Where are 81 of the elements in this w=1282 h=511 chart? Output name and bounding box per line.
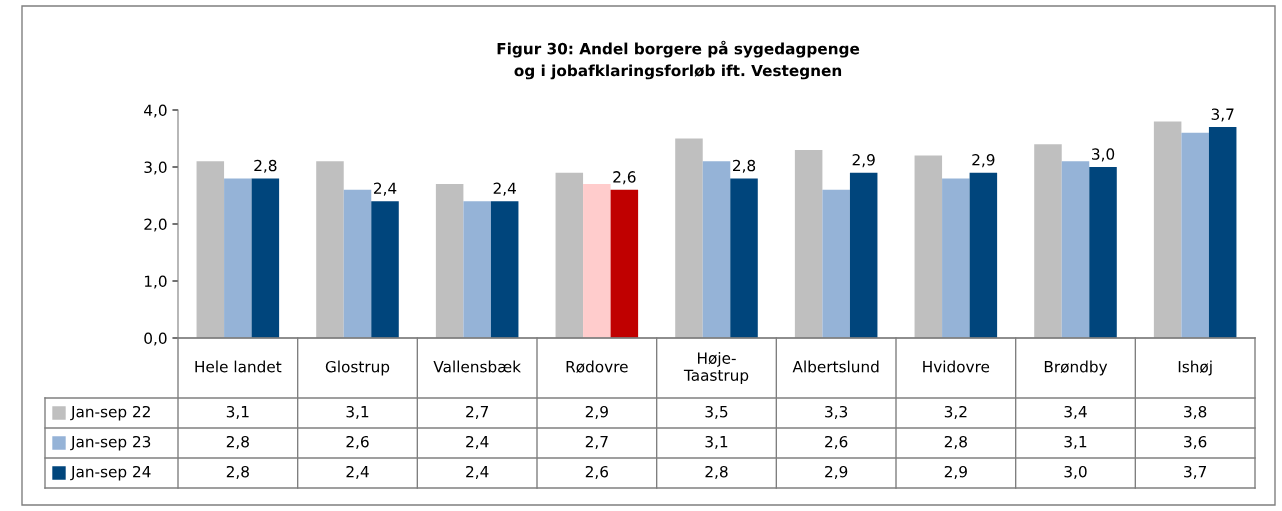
y-tick-label: 0,0	[144, 332, 167, 346]
bar	[849, 172, 878, 338]
bar	[555, 172, 584, 338]
x-tick-label: Rødovre	[566, 360, 628, 373]
bar	[822, 189, 850, 338]
bar	[490, 201, 519, 338]
bar	[463, 201, 491, 338]
data-label: 2,8	[226, 435, 249, 449]
x-tick-label: Høje-Taastrup	[683, 352, 749, 384]
text: 2,8	[732, 159, 756, 173]
bar	[343, 189, 372, 338]
x-tick-label: Vallensbæk	[433, 360, 521, 373]
text: 2,6	[613, 171, 636, 185]
data-label: 3,6	[1184, 435, 1207, 449]
data-label: 3,8	[1184, 405, 1207, 419]
bar	[251, 178, 280, 338]
bar	[1034, 144, 1062, 338]
x-tick-label: Hele landet	[195, 360, 282, 373]
bar	[1181, 132, 1209, 338]
data-label: 3,1	[1064, 435, 1087, 449]
bar	[435, 184, 464, 338]
data-label: 2,8	[944, 435, 967, 449]
bar	[1089, 167, 1117, 338]
data-label: 2,4	[466, 465, 489, 479]
bar	[1061, 161, 1090, 338]
data-label: 3,2	[944, 405, 967, 419]
data-label: 2,6	[346, 435, 369, 449]
bar	[583, 184, 611, 338]
text: 2,9	[852, 154, 875, 168]
data-label: 2,7	[585, 435, 608, 449]
data-label: 2,4	[346, 465, 369, 479]
bar	[730, 178, 758, 338]
data-label: 2,7	[466, 405, 489, 419]
data-label: 2,9	[585, 405, 608, 419]
data-label: 2,4	[466, 435, 489, 449]
data-label: 3,5	[705, 405, 728, 419]
data-label: 3,4	[1064, 405, 1087, 419]
text: 2,4	[493, 182, 516, 196]
bar	[1153, 121, 1182, 338]
data-label: 3,1	[705, 435, 728, 449]
legend-label: Jan-sep 23	[70, 435, 151, 451]
legend-label: Jan-sep 22	[70, 405, 150, 421]
y-tick-label: 3,0	[144, 161, 167, 175]
bar	[794, 149, 823, 338]
data-label: 2,9	[825, 465, 848, 479]
bar	[914, 155, 943, 338]
text: 3,0	[1092, 148, 1115, 162]
data-label: 3,1	[226, 405, 249, 419]
data-label: 2,6	[585, 465, 609, 479]
data-label: 3,7	[1184, 465, 1207, 479]
bar	[675, 138, 703, 338]
bar	[1208, 127, 1237, 338]
data-label: 3,3	[825, 405, 848, 419]
bar	[610, 189, 639, 338]
data-label: 2,9	[944, 465, 967, 479]
x-tick-label: Hvidovre	[923, 360, 990, 373]
y-tick-label: 2,0	[144, 218, 167, 232]
x-tick-label: Brøndby	[1044, 360, 1108, 376]
legend-label: Jan-sep 24	[70, 465, 151, 481]
y-tick-label: 1,0	[144, 275, 167, 289]
bar	[196, 161, 225, 338]
text: 3,7	[1211, 108, 1234, 122]
bar	[702, 161, 731, 338]
bar	[224, 178, 252, 338]
chart-title: Figur 30: Andel borgere på sygedagpenge og i jobafklaringsforløb ift. Vestegnen	[497, 40, 860, 80]
y-tick-label: 4,0	[144, 104, 167, 118]
data-label: 2,8	[226, 465, 249, 479]
bar	[969, 172, 998, 338]
data-label: 2,8	[705, 465, 728, 479]
text: 2,4	[373, 182, 397, 196]
x-tick-label: Albertslund	[792, 360, 879, 373]
data-label: 2,6	[825, 435, 848, 449]
x-tick-label: Ishøj	[1178, 360, 1212, 376]
bar	[316, 161, 344, 338]
data-label: 3,1	[346, 405, 369, 419]
bar	[942, 178, 970, 338]
text: 2,8	[254, 159, 277, 173]
bar	[371, 201, 399, 338]
x-tick-label: Glostrup	[325, 360, 390, 376]
data-label: 3,0	[1064, 465, 1087, 479]
text: 2,9	[972, 154, 995, 168]
